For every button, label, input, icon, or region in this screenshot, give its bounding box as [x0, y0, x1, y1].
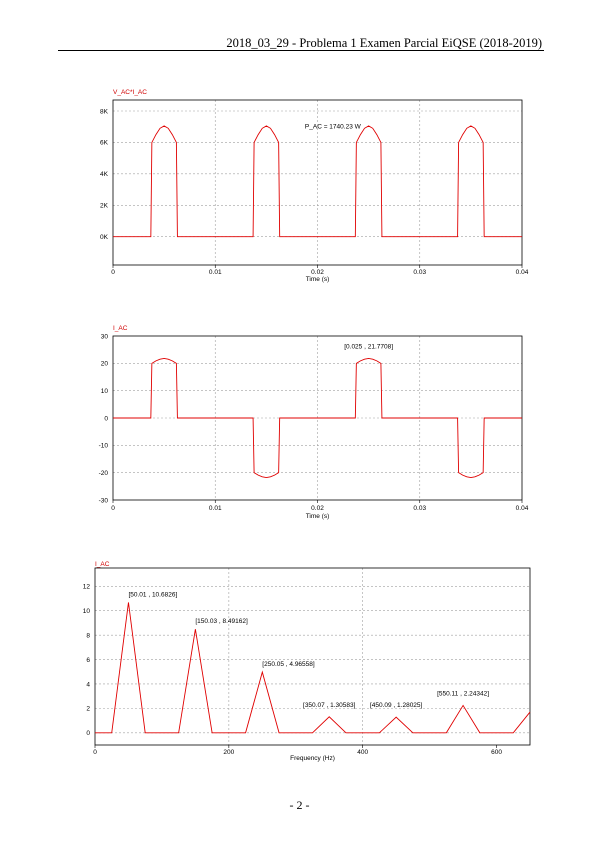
x-tick-label: 0.04 — [516, 505, 529, 512]
header-title: 2018_03_29 - Problema 1 Examen Parcial E… — [226, 36, 542, 50]
y-tick-label: -10 — [99, 443, 109, 450]
x-tick-label: 0.02 — [311, 269, 324, 276]
y-tick-label: 8K — [100, 108, 109, 115]
y-tick-label: 0 — [86, 730, 90, 737]
x-tick-label: 0.04 — [516, 269, 529, 276]
series-line — [113, 125, 522, 238]
y-tick-label: 4K — [100, 171, 109, 178]
x-tick-label: 200 — [223, 749, 234, 756]
y-tick-label: 12 — [83, 584, 91, 591]
y-tick-label: 4 — [86, 681, 90, 688]
y-tick-label: -20 — [99, 470, 109, 477]
y-tick-label: 8 — [86, 632, 90, 639]
data-annotation: [550.11 , 2.24342] — [437, 690, 489, 697]
x-axis-label: Time (s) — [306, 513, 330, 520]
x-tick-label: 0.03 — [413, 269, 426, 276]
x-tick-label: 0 — [93, 749, 97, 756]
y-tick-label: 0 — [104, 415, 108, 422]
data-annotation: [0.025 , 21.7708] — [344, 343, 393, 350]
data-annotation: P_AC = 1740.23 W — [305, 123, 362, 130]
data-annotation: [450.09 , 1.28025] — [370, 702, 423, 709]
series-line — [95, 602, 531, 734]
page-header: 2018_03_29 - Problema 1 Examen Parcial E… — [58, 36, 544, 51]
x-tick-label: 0 — [111, 505, 115, 512]
data-annotation: [250.05 , 4.96558] — [262, 661, 315, 668]
y-tick-label: 30 — [101, 333, 109, 340]
x-tick-label: 0.01 — [209, 269, 222, 276]
x-tick-label: 0.03 — [413, 505, 426, 512]
x-axis-label: Time (s) — [306, 276, 330, 283]
x-axis-label: Frequency (Hz) — [290, 755, 335, 762]
x-tick-label: 0.02 — [311, 505, 324, 512]
chart-title: I_AC — [95, 561, 110, 568]
x-tick-label: 400 — [357, 749, 368, 756]
y-tick-label: 2K — [100, 203, 109, 210]
y-tick-label: 10 — [101, 388, 109, 395]
y-tick-label: 6K — [100, 140, 109, 147]
data-annotation: [150.03 , 8.49162] — [195, 618, 248, 625]
y-tick-label: 6 — [86, 657, 90, 664]
y-tick-label: 0K — [100, 234, 109, 241]
y-tick-label: 20 — [101, 361, 109, 368]
chart-title: I_AC — [113, 325, 128, 332]
chart-title: V_AC*I_AC — [113, 89, 147, 96]
data-annotation: [50.01 , 10.6826] — [128, 591, 177, 598]
data-annotation: [350.07 , 1.30583] — [303, 702, 356, 709]
y-tick-label: 2 — [86, 706, 90, 713]
x-tick-label: 0 — [111, 269, 115, 276]
x-tick-label: 0.01 — [209, 505, 222, 512]
y-tick-label: 10 — [83, 608, 91, 615]
page-number: - 2 - — [289, 798, 310, 812]
y-tick-label: -30 — [99, 497, 109, 504]
series-line — [113, 358, 522, 478]
x-tick-label: 600 — [491, 749, 502, 756]
plot-frame — [94, 567, 531, 746]
